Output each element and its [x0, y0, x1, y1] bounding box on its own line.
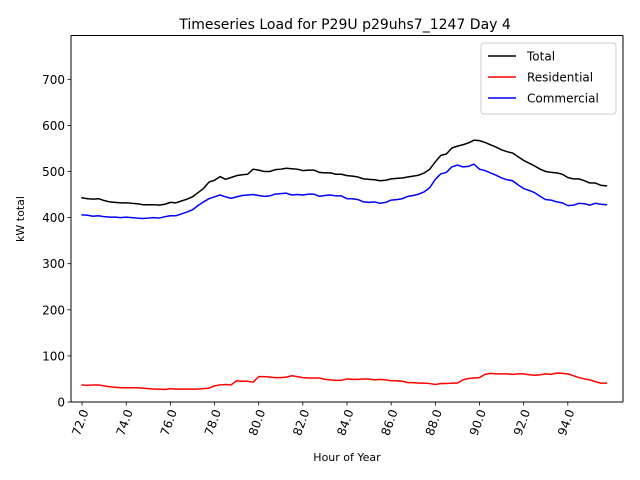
- y-axis: 0 100 200 300 400 500 600 700: [42, 73, 71, 410]
- series-line-total: [81, 139, 608, 206]
- legend: Total Residential Commercial: [480, 42, 617, 115]
- legend-label-total: Total: [526, 50, 555, 64]
- x-axis-label: Hour of Year: [313, 451, 381, 464]
- legend-label-residential: Residential: [527, 71, 593, 85]
- y-tick-label: 100: [42, 349, 65, 363]
- legend-box: [480, 42, 617, 115]
- y-tick-label: 500: [42, 165, 65, 179]
- y-tick-label: 300: [42, 257, 65, 271]
- series-line-commercial: [81, 163, 608, 220]
- y-tick-label: 700: [42, 73, 65, 87]
- y-tick-label: 400: [42, 211, 65, 225]
- series-line-residential: [81, 372, 608, 391]
- y-tick-label: 200: [42, 303, 65, 317]
- y-tick-label: 0: [57, 396, 65, 410]
- chart-title: Timeseries Load for P29U p29uhs7_1247 Da…: [178, 17, 511, 33]
- legend-label-commercial: Commercial: [527, 92, 599, 106]
- y-axis-label: kW total: [14, 196, 27, 242]
- y-tick-label: 600: [42, 119, 65, 133]
- series-layer: [81, 139, 608, 391]
